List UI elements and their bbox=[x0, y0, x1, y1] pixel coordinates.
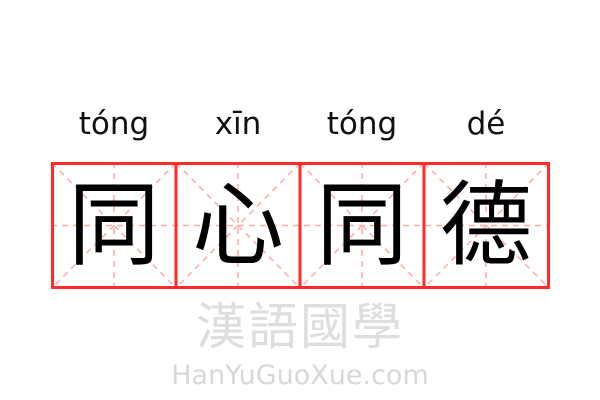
pinyin-1: tóng bbox=[78, 106, 150, 142]
pinyin-2: xīn bbox=[214, 106, 262, 142]
character-grid: 同 心 同 德 bbox=[51, 162, 550, 289]
grid-lines bbox=[51, 162, 550, 289]
character-2: 心 bbox=[191, 172, 284, 279]
character-1: 同 bbox=[67, 172, 160, 279]
character-4: 德 bbox=[439, 172, 532, 279]
character-3: 同 bbox=[315, 172, 408, 279]
pinyin-4: dé bbox=[466, 106, 506, 142]
pinyin-3: tóng bbox=[326, 106, 398, 142]
watermark-url: HanYuGuoXue.com bbox=[171, 360, 429, 391]
watermark-logo: 漢語國學 bbox=[196, 298, 404, 356]
